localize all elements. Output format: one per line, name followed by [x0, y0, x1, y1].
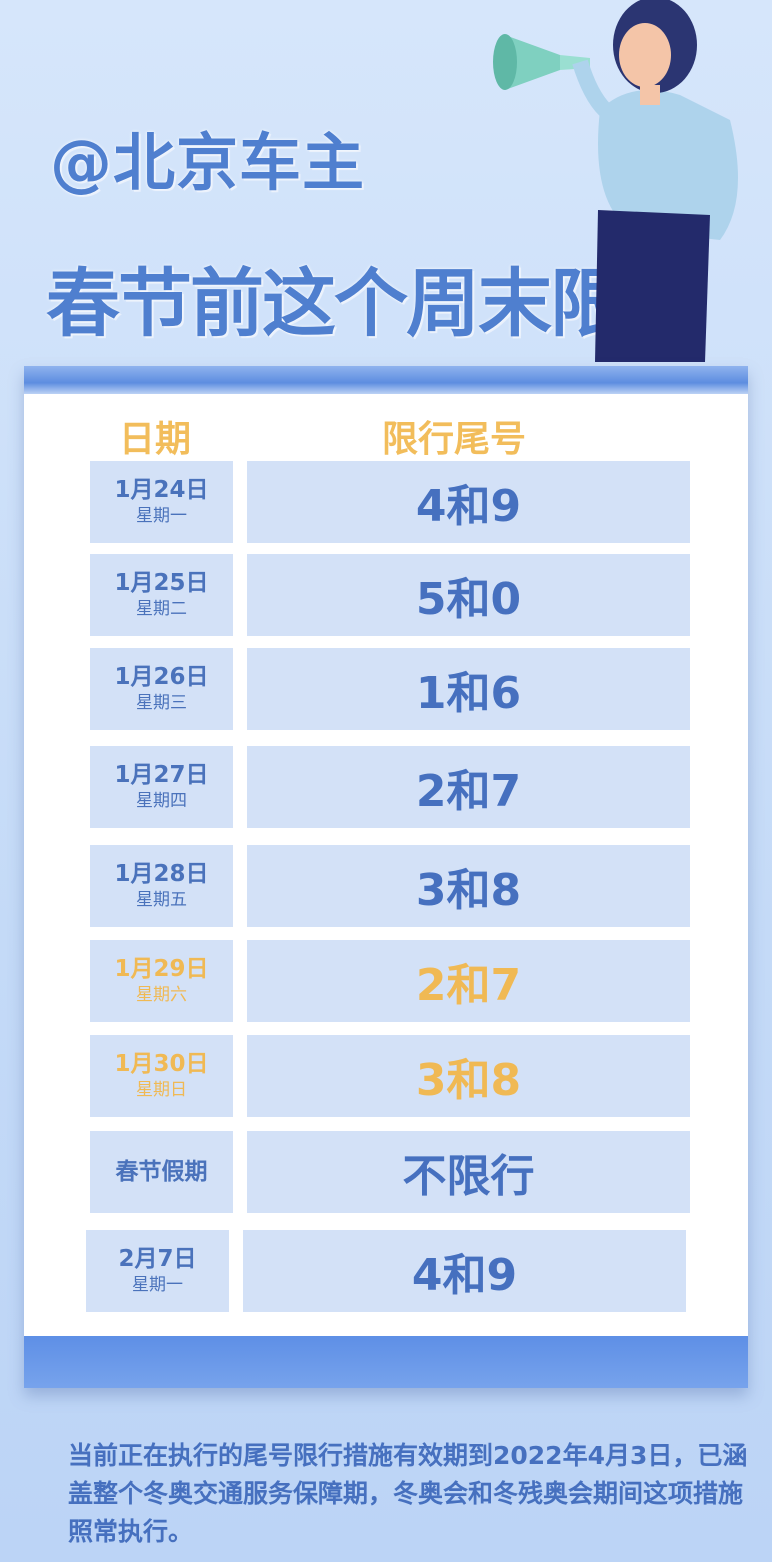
date: 1月27日: [114, 762, 209, 788]
weekday: 星期一: [136, 506, 187, 526]
table-row: 1月28日 星期五 3和8: [90, 845, 690, 927]
date-cell: 1月28日星期五: [90, 845, 233, 927]
weekday: 星期五: [136, 890, 187, 910]
header-date: 日期: [119, 419, 192, 460]
table-row: 2月7日 星期一 4和9: [86, 1230, 686, 1312]
plates-cell: 3和8: [247, 845, 690, 927]
table-row: 1月24日 星期一 4和9: [90, 461, 690, 543]
table-row: 1月30日 星期日 3和8: [90, 1035, 690, 1117]
table-row: 1月29日 星期六 2和7: [90, 940, 690, 1022]
weekday: 星期六: [136, 985, 187, 1005]
plates-cell: 1和6: [247, 648, 690, 730]
date: 1月30日: [114, 1051, 209, 1077]
card-bottom-band: [24, 1336, 748, 1388]
woman-megaphone-illustration: [493, 0, 738, 362]
date: 1月28日: [114, 861, 209, 887]
plates-cell: 3和8: [247, 1035, 690, 1117]
table-row: 1月26日 星期三 1和6: [90, 648, 690, 730]
date-cell: 1月26日星期三: [90, 648, 233, 730]
date-cell: 1月29日星期六: [90, 940, 233, 1022]
table-row: 1月25日 星期二 5和0: [90, 554, 690, 636]
weekday: 星期三: [136, 693, 187, 713]
plates-cell: 5和0: [247, 554, 690, 636]
date-cell: 1月30日星期日: [90, 1035, 233, 1117]
plates-cell: 2和7: [247, 940, 690, 1022]
title-line-2: 春节前这个周末限行: [46, 261, 696, 347]
table-row: 1月27日 星期四 2和7: [90, 746, 690, 828]
plates-cell: 4和9: [243, 1230, 686, 1312]
date-cell: 春节假期: [90, 1131, 233, 1213]
schedule-card: 日期 限行尾号 1月24日 星期一 4和9 1月25日 星期二 5和0 1月26日 星期三 1和…: [24, 366, 748, 1388]
date-cell: 2月7日星期一: [86, 1230, 229, 1312]
date: 春节假期: [115, 1159, 208, 1185]
weekday: 星期二: [136, 599, 187, 619]
date: 2月7日: [118, 1246, 197, 1272]
title-line-1: @北京车主: [50, 126, 366, 199]
plates-cell: 2和7: [247, 746, 690, 828]
footer-note: 当前正在执行的尾号限行措施有效期到2022年4月3日，已涵盖整个冬奥交通服务保障…: [68, 1441, 748, 1546]
weekday: 星期日: [136, 1080, 187, 1100]
weekday: 星期一: [132, 1275, 183, 1295]
date-cell: 1月27日星期四: [90, 746, 233, 828]
header-plates: 限行尾号: [382, 419, 527, 460]
date: 1月24日: [114, 477, 209, 503]
table-row: 春节假期 不限行: [90, 1131, 690, 1213]
date: 1月29日: [114, 956, 209, 982]
weekday: 星期四: [136, 791, 187, 811]
date: 1月26日: [114, 664, 209, 690]
date-cell: 1月25日星期二: [90, 554, 233, 636]
plates-cell: 不限行: [247, 1131, 690, 1213]
plates-cell: 4和9: [247, 461, 690, 543]
date: 1月25日: [114, 570, 209, 596]
date-cell: 1月24日星期一: [90, 461, 233, 543]
card-top-band: [24, 366, 748, 394]
